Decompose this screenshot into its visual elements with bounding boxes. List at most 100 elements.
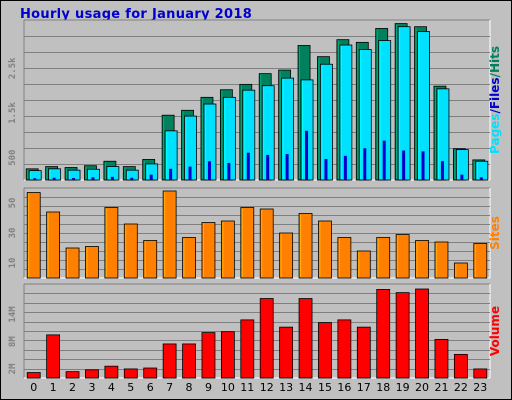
pages-bar [440,161,444,180]
x-tick-label: 16 [337,381,351,394]
sites-bar [182,237,196,279]
volume-axis-label: Volume [488,306,502,356]
sites-bar [279,232,294,279]
x-tick-label: 4 [108,381,115,394]
axis-label-part: Files [488,77,502,109]
volume-bar [123,368,138,379]
y-tick-label: 30 [8,228,18,239]
x-tick-label: 0 [30,381,37,394]
sites-axis-label: Sites [488,216,502,250]
pages-bar [91,177,95,180]
pages-bar [363,148,367,180]
pages-bar [33,178,37,180]
volume-bar [453,353,468,379]
sites-bar [26,192,41,279]
pages-bar [149,174,153,180]
pages-bar [207,161,211,180]
volume-bar [240,319,255,379]
sites-panel: 10 30 50 Sites [8,187,502,279]
x-tick-label: 8 [186,381,193,394]
axis-label-part: Sites [488,216,502,250]
pages-bar [305,130,309,180]
x-tick-label: 23 [473,381,487,394]
x-tick-label: 3 [88,381,95,394]
sites-bar [298,213,313,279]
volume-bar [473,368,488,379]
axis-label-part: Volume [488,306,502,356]
axis-label-part: Hits [488,46,502,73]
x-tick-label: 22 [454,381,468,394]
volume-bar [104,365,119,379]
pages-bar [402,150,406,180]
volume-bar [85,369,99,379]
pages-bar [130,177,134,180]
sites-bar [46,211,61,279]
sites-bar [356,250,371,279]
sites-bar [376,237,391,279]
pages-bar [382,140,386,180]
pages-bar [343,155,347,180]
sites-bar [65,247,80,279]
sites-bar [453,262,468,279]
volume-panel: 2M 8M 14M Volume [8,283,502,379]
volume-bar [259,298,274,379]
x-tick-label: 9 [205,381,212,394]
sites-bar [318,220,332,279]
sites-bar [259,208,274,279]
y-tick-label: 2M [8,363,18,374]
volume-bar [46,334,61,379]
sites-bar [415,240,429,279]
volume-bar [182,343,196,379]
pages-bar [460,174,464,180]
x-tick-label: 19 [396,381,410,394]
x-tick-label: 11 [240,381,254,394]
sites-bar [434,241,449,279]
pages-bar [227,163,231,180]
volume-bar [26,372,41,379]
volume-bar [318,322,332,379]
pages-bar [52,177,56,180]
chart-title: Hourly usage for January 2018 [20,7,253,22]
sites-bar [143,240,158,279]
pages-bar [110,176,114,180]
volume-bar [201,332,216,379]
x-tick-label: 7 [166,381,173,394]
axis-label-part: Pages [488,114,502,154]
pages-bar [421,151,425,180]
x-tick-label: 17 [357,381,371,394]
pages-bar [169,168,173,180]
sites-bar [473,243,488,279]
volume-bar [65,371,80,379]
volume-bar [143,367,158,379]
x-tick-label: 20 [415,381,429,394]
axis-label-part: / [488,109,502,114]
y-tick-label: 8M [8,336,18,347]
pages-bar [324,158,328,180]
x-tick-label: 13 [279,381,293,394]
y-tick-label: 50 [8,198,18,209]
pages-bar [188,166,192,180]
x-tick-label: 18 [376,381,390,394]
x-tick-label: 2 [69,381,76,394]
pages-bar [479,177,483,180]
volume-bar [415,288,429,379]
y-tick-label: 10 [8,258,18,269]
x-tick-label: 6 [147,381,154,394]
volume-bar [298,298,313,379]
x-tick-label: 10 [221,381,235,394]
x-tick-label: 12 [260,381,274,394]
y-tick-label: 1.5k [8,102,18,124]
y-tick-label: 500 [8,150,18,166]
x-tick-label: 21 [434,381,448,394]
volume-bar [279,326,294,379]
sites-bar [240,207,255,279]
x-tick-label: 14 [299,381,313,394]
sites-bar [123,223,138,279]
sites-bar [85,246,99,279]
volume-bar [337,319,352,379]
pages-bar [72,177,76,180]
sites-bar [220,220,235,279]
sites-bar [201,222,216,279]
